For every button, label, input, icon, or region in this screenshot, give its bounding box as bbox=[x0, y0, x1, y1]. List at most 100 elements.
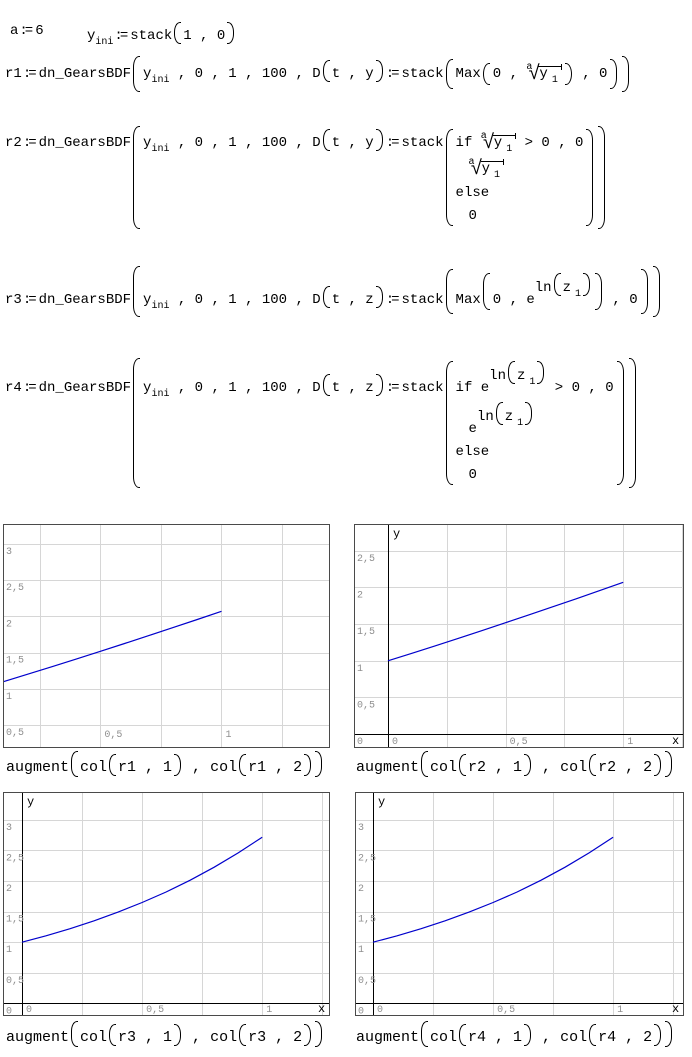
x-tick-label: 0 bbox=[26, 1005, 32, 1015]
y-tick-label: 2 bbox=[357, 590, 363, 601]
right-paren-icon bbox=[174, 1024, 182, 1046]
col-args: r1 , 1 bbox=[118, 759, 173, 776]
col-args: r2 , 1 bbox=[468, 759, 523, 776]
curve-r4 bbox=[372, 836, 614, 943]
x-tick-label: 0,5 bbox=[510, 737, 528, 747]
left-paren-icon bbox=[459, 754, 467, 776]
y-tick-label: 2,5 bbox=[358, 853, 376, 864]
stack-fn: stack bbox=[130, 28, 173, 44]
exponent: ln z 1 bbox=[477, 402, 534, 429]
assign-op: := bbox=[385, 292, 400, 308]
r2-lhs: r2:= dn_GearsBDF bbox=[5, 134, 131, 153]
var-y: y bbox=[143, 135, 152, 151]
left-paren-icon bbox=[109, 1024, 117, 1046]
left-paren-icon bbox=[589, 1024, 597, 1046]
plot-r4[interactable]: 3 2,5 2 1,5 1 0,5 0 0 0,5 1 y x bbox=[355, 792, 684, 1016]
x-axis-label: x bbox=[672, 734, 679, 747]
exp-expression: eln z 1 bbox=[481, 361, 547, 396]
comma-zero: , 0 bbox=[604, 292, 638, 308]
then-row: eln z 1 bbox=[456, 402, 535, 439]
y-tick-label: 2 bbox=[6, 619, 12, 630]
y-tick-label: 2,5 bbox=[6, 583, 24, 594]
right-paren-icon bbox=[595, 273, 603, 310]
stack-fn: stack bbox=[401, 292, 444, 308]
else-value: 0 bbox=[468, 208, 477, 224]
curve-r2 bbox=[387, 581, 624, 662]
plot-caption-r3[interactable]: augment col r3 , 1 , col r3 , 2 bbox=[6, 1021, 324, 1047]
y-tick-label: 0,5 bbox=[6, 976, 24, 987]
y-tick-label: 1,5 bbox=[6, 915, 24, 926]
zero-comma: 0 , bbox=[492, 66, 527, 82]
formula-yini-definition[interactable]: yini:= stack 1 , 0 bbox=[87, 22, 236, 48]
if-block: if eln z 1 > 0 , 0 eln z 1 else 0 bbox=[456, 361, 614, 485]
plot-caption-r4[interactable]: augment col r4 , 1 , col r4 , 2 bbox=[356, 1021, 674, 1047]
left-paren-icon bbox=[482, 63, 490, 85]
solver-args: yini , 0 , 1 , 100 , D t , z:=stack Max ​… bbox=[143, 266, 650, 317]
right-paren-icon bbox=[174, 754, 182, 776]
separator: , bbox=[533, 759, 561, 776]
x-tick-label: 1 bbox=[225, 730, 231, 741]
yini-lhs: yini:= stack 1 , 0 bbox=[87, 22, 236, 48]
y-axis-label: y bbox=[393, 527, 400, 541]
args-head: yini , 0 , 1 , 100 , D t , y:= stack bbox=[143, 60, 444, 86]
augment-fn: augment bbox=[6, 1029, 70, 1046]
max-fn: Max bbox=[455, 66, 481, 82]
assign-op: := bbox=[22, 66, 37, 82]
y-tick-label: 1,5 bbox=[357, 627, 375, 638]
formula-a-definition[interactable]: a:= 6 bbox=[10, 22, 44, 41]
right-paren-icon bbox=[315, 751, 323, 777]
root-index: a bbox=[480, 131, 487, 142]
col-args: r2 , 2 bbox=[598, 759, 653, 776]
right-paren-icon bbox=[524, 754, 532, 776]
zero-comma: 0 , bbox=[492, 292, 527, 308]
left-paren-icon bbox=[589, 754, 597, 776]
subscript-1: 1 bbox=[575, 289, 582, 300]
x-tick-label: 0,5 bbox=[146, 1005, 164, 1015]
right-paren-icon bbox=[525, 402, 533, 425]
subscript-1: 1 bbox=[517, 418, 524, 429]
plot-r2[interactable]: 2,5 2 1,5 1 0,5 0 0 0,5 1 y x bbox=[354, 524, 684, 748]
col-args: r1 , 2 bbox=[248, 759, 303, 776]
plot-caption-r1[interactable]: augment col r1 , 1 , col r1 , 2 bbox=[6, 751, 324, 777]
r4-lhs: r4:= dn_GearsBDF bbox=[5, 379, 131, 398]
radical-icon: √ bbox=[470, 158, 483, 181]
max-args: ​ 0 , a√y1 bbox=[481, 62, 574, 86]
right-paren-icon bbox=[524, 1024, 532, 1046]
augment-fn: augment bbox=[6, 759, 70, 776]
var-name: a bbox=[10, 23, 19, 39]
var-y: y bbox=[143, 292, 152, 308]
if-condition-row: if eln z 1 > 0 , 0 bbox=[456, 361, 614, 398]
right-paren-icon bbox=[537, 361, 545, 384]
subscript-1: 1 bbox=[506, 144, 513, 155]
args-head: yini , 0 , 1 , 100 , D t , z:= stack bbox=[143, 286, 444, 312]
plot-r3[interactable]: 3 2,5 2 1,5 1 0,5 0 0 0,5 1 y x bbox=[3, 792, 330, 1016]
var-y: y bbox=[539, 66, 548, 82]
left-paren-icon bbox=[445, 269, 453, 314]
var-z: z bbox=[516, 368, 526, 384]
left-paren-icon bbox=[174, 22, 182, 44]
col-fn: col bbox=[430, 1029, 458, 1046]
d-args: t , y bbox=[331, 66, 374, 82]
col-fn: col bbox=[210, 759, 238, 776]
y-tick-label: 1,5 bbox=[6, 656, 24, 667]
left-paren-icon bbox=[553, 273, 561, 296]
stack-args: Max ​ 0 , a√y1 , 0 bbox=[456, 59, 608, 89]
subscript-ini: ini bbox=[151, 301, 170, 312]
y-tick-label: 1 bbox=[357, 664, 363, 675]
subscript-1: 1 bbox=[493, 170, 500, 181]
right-paren-icon bbox=[227, 22, 235, 44]
if-keyword: if bbox=[455, 135, 481, 151]
euler-e: e bbox=[468, 421, 477, 437]
assign-op: := bbox=[385, 66, 400, 82]
plot-r1[interactable]: 3 2,5 2 1,5 1 0,5 0,5 1 bbox=[3, 524, 330, 748]
x-tick-label: 1 bbox=[617, 1005, 623, 1015]
var-z: z bbox=[562, 280, 571, 296]
plot-caption-r2[interactable]: augment col r2 , 1 , col r2 , 2 bbox=[356, 751, 674, 777]
assign-op: := bbox=[385, 380, 400, 396]
y-tick-label: 0 bbox=[357, 737, 363, 747]
